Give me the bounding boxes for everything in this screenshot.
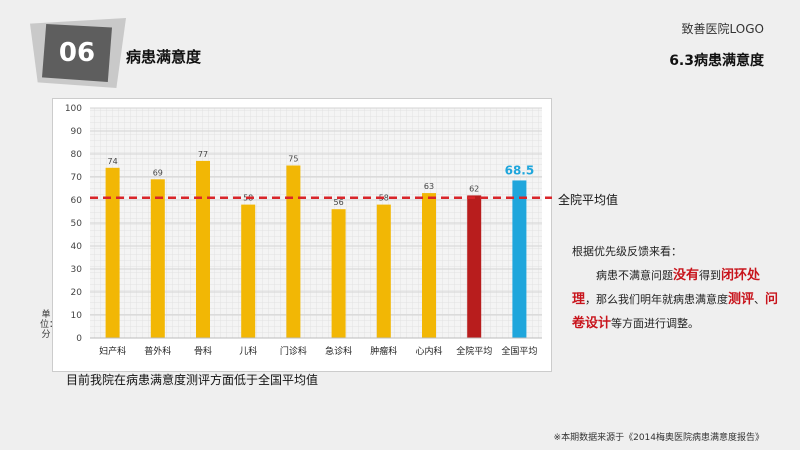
bar-4 [286,165,301,338]
bar-2 [196,160,210,338]
x-tick-label: 心内科 [415,345,442,357]
highlight-not: 没有 [673,268,700,283]
y-tick-label: 40 [71,242,83,252]
findings-part-3: ，那么我们明年就病患满意度 [585,293,729,306]
findings-part-5: 等方面进行调整。 [611,317,700,330]
data-label: 74 [108,157,118,166]
findings-text: 根据优先级反馈来看： 病患不满意问题没有得到闭环处理，那么我们明年就病患满意度测… [572,240,784,336]
data-label: 63 [424,182,434,191]
section-title: 病患满意度 [126,48,202,66]
x-tick-label: 骨科 [194,345,212,357]
x-tick-label: 急诊科 [325,345,352,357]
section-number-badge: 06 [42,24,112,82]
x-tick-label: 门诊科 [280,345,307,357]
y-tick-label: 50 [71,219,83,229]
x-tick-label: 儿科 [239,345,257,357]
bar-8 [467,195,482,338]
bar-3 [241,204,256,338]
x-tick-label: 全国平均 [501,345,537,357]
highlight-evaluation: 测评 [728,292,755,307]
y-axis-unit-label: 单位：分 [40,310,59,340]
findings-part-2: 得到 [699,269,722,282]
y-tick-label: 80 [71,150,83,160]
bar-7 [422,193,436,338]
highlight-closed-loop: 闭环处理 [572,268,761,307]
reference-line-label: 全院平均值 [558,193,619,207]
y-tick-label: 0 [76,334,82,344]
y-tick-label: 10 [71,311,83,321]
findings-intro: 根据优先级反馈来看： [572,245,682,258]
bar-1 [150,179,165,338]
hospital-logo-text: 致善医院LOGO [681,22,764,36]
section-number: 06 [58,38,96,68]
data-label: 77 [198,150,208,159]
x-tick-label: 普外科 [144,345,171,357]
page-subtitle: 6.3病患满意度 [669,53,764,69]
findings-body: 病患不满意问题没有得到闭环处理，那么我们明年就病患满意度测评、问卷设计等方面进行… [572,264,784,336]
data-label: 56 [334,198,344,207]
x-tick-label: 肿瘤科 [370,345,397,357]
chart-caption: 目前我院在病患满意度测评方面低于全国平均值 [66,373,319,387]
data-label: 62 [469,184,479,193]
y-tick-label: 90 [71,127,83,137]
bar-5 [331,209,346,338]
satisfaction-bar-chart: 010203040506070809010074妇产科69普外科77骨科58儿科… [65,104,552,357]
y-tick-label: 100 [65,104,82,114]
y-tick-label: 20 [71,288,83,298]
findings-part-4: 、 [754,293,766,306]
highlight-questionnaire: 问卷设计 [572,292,779,331]
x-tick-label: 妇产科 [99,345,126,357]
data-label: 75 [288,155,298,164]
data-label: 68.5 [505,163,535,177]
y-tick-label: 30 [71,265,83,275]
y-tick-label: 60 [71,196,83,206]
x-tick-label: 全院平均 [456,345,492,357]
data-label: 69 [153,168,163,177]
bar-9 [512,180,527,338]
y-tick-label: 70 [71,173,83,183]
data-source-note: ※本期数据来源于《2014梅奥医院病患满意度报告》 [553,433,764,443]
bar-0 [105,167,120,338]
findings-part-1: 病患不满意问题 [596,269,673,282]
bar-6 [376,204,391,338]
